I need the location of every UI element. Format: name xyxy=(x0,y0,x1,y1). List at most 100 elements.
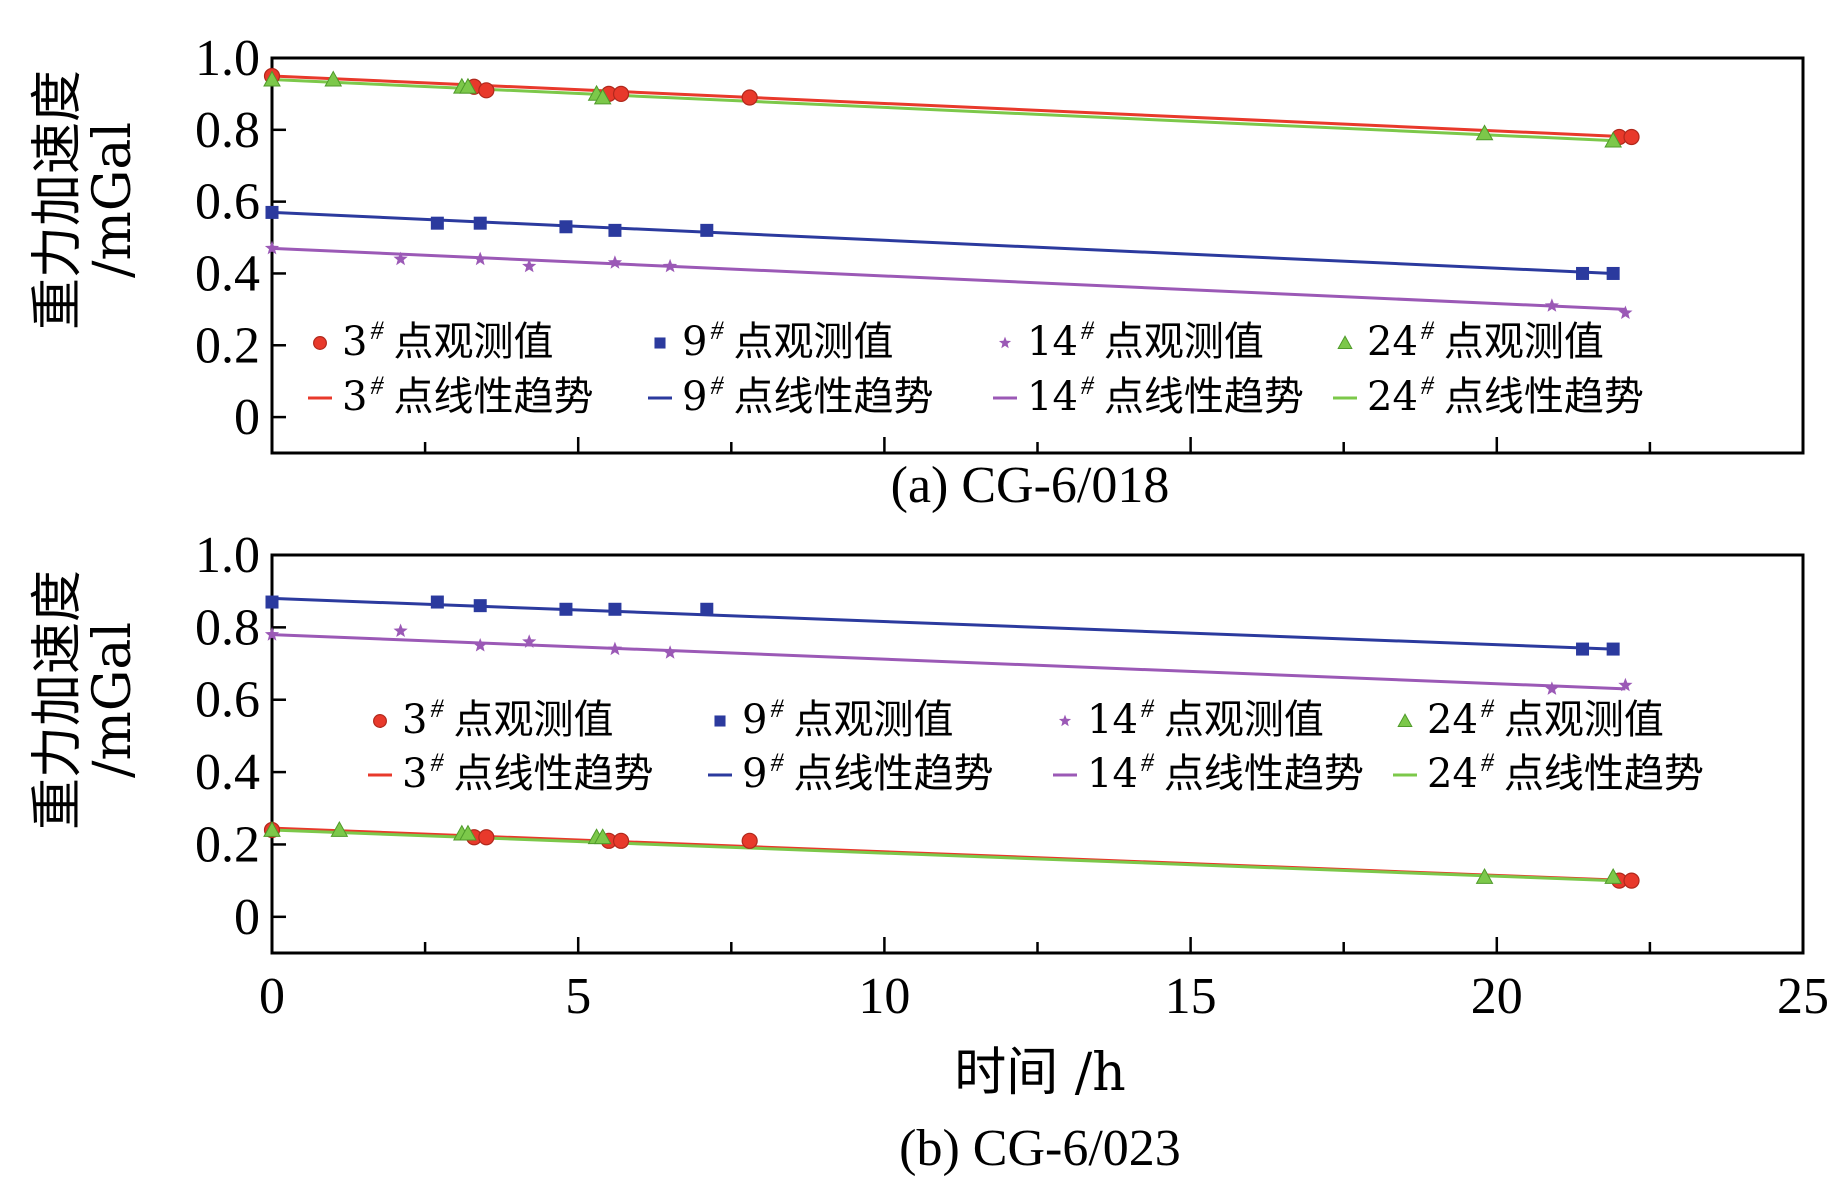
legend-label-a: 14 # 点观测值 xyxy=(1027,316,1264,365)
y-tick-label-a: 0.2 xyxy=(195,317,260,374)
legend-label-a: 3 # 点观测值 xyxy=(342,316,553,365)
data-point-a-3 xyxy=(324,70,343,87)
legend-label-b: 3 # 点观测值 xyxy=(402,694,613,743)
data-point-b-0 xyxy=(478,829,495,846)
data-point-b-2 xyxy=(522,634,537,648)
data-point-a-0 xyxy=(1623,128,1640,146)
plot-area-b: 0 0.2 0.4 0.6 0.8 1.0 0 5 10 15 20 25 3 # 点观测值 9 # 点观测值 14… xyxy=(195,527,1829,1025)
data-point-a-1 xyxy=(265,205,279,219)
y-tick-label-b: 1.0 xyxy=(195,527,260,584)
legend-label-a: 9 # 点观测值 xyxy=(682,316,893,365)
data-point-b-1 xyxy=(265,595,279,609)
x-tick-label-b: 10 xyxy=(858,968,910,1025)
data-point-a-1 xyxy=(430,216,444,230)
ylabel-a-line2: /mGal xyxy=(83,122,143,278)
legend-marker-a xyxy=(998,336,1012,349)
data-point-b-1 xyxy=(700,602,714,616)
caption-a: (a) CG-6/018 xyxy=(891,457,1170,514)
legend-label-b: 14 # 点观测值 xyxy=(1087,694,1324,743)
y-tick-label-a: 0 xyxy=(234,389,260,446)
data-point-a-2 xyxy=(1544,298,1559,312)
y-tick-label-b: 0.4 xyxy=(195,744,260,801)
data-point-a-2 xyxy=(473,251,488,266)
legend-label-a: 14 # 点线性趋势 xyxy=(1027,371,1304,420)
data-point-b-1 xyxy=(559,602,573,616)
data-point-a-0 xyxy=(478,82,495,99)
x-tick-label-b: 25 xyxy=(1777,968,1829,1025)
data-point-a-1 xyxy=(700,223,714,237)
data-point-a-1 xyxy=(473,216,487,230)
x-tick-label-b: 5 xyxy=(565,968,591,1025)
ylabel-b-line2: /mGal xyxy=(83,622,143,778)
legend-marker-b xyxy=(1397,713,1413,727)
data-point-b-2 xyxy=(393,623,408,637)
trend-line-a-7 xyxy=(271,78,1614,143)
data-point-b-3 xyxy=(1475,867,1494,884)
legend-label-a: 24 # 点观测值 xyxy=(1367,316,1604,365)
data-point-a-2 xyxy=(1618,305,1633,319)
legend-label-b: 9 # 点观测值 xyxy=(742,694,953,743)
data-point-b-0 xyxy=(612,832,630,849)
y-tick-label-b: 0.8 xyxy=(195,599,260,656)
trend-line-a-6 xyxy=(271,246,1626,311)
y-tick-label-a: 0.4 xyxy=(195,245,260,302)
data-point-a-2 xyxy=(393,251,408,266)
data-point-b-2 xyxy=(264,627,280,641)
legend-label-b: 3 # 点线性趋势 xyxy=(402,748,653,797)
data-point-b-3 xyxy=(459,824,477,841)
data-point-b-3 xyxy=(263,820,281,837)
data-point-a-2 xyxy=(607,255,623,269)
data-point-b-1 xyxy=(473,599,487,613)
data-point-a-1 xyxy=(559,220,573,234)
x-tick-label-b: 15 xyxy=(1165,968,1217,1025)
data-point-b-1 xyxy=(608,602,622,616)
legend-label-b: 24 # 点观测值 xyxy=(1427,694,1664,743)
trend-line-a-5 xyxy=(271,210,1614,275)
y-tick-label-b: 0.6 xyxy=(195,672,260,729)
xlabel-b: 时间 /h xyxy=(954,1043,1126,1103)
data-point-b-0 xyxy=(1623,872,1640,889)
legend-label-a: 24 # 点线性趋势 xyxy=(1367,371,1644,420)
data-point-a-3 xyxy=(1475,124,1494,141)
y-tick-label-a: 1.0 xyxy=(195,30,260,87)
data-point-a-1 xyxy=(1576,266,1590,280)
data-point-b-2 xyxy=(473,638,488,652)
data-point-a-3 xyxy=(263,70,281,87)
data-point-a-0 xyxy=(612,85,630,103)
legend-marker-b xyxy=(1058,714,1072,727)
data-point-a-3 xyxy=(1604,131,1623,148)
plot-area-a: 0 0.2 0.4 0.6 0.8 1.0 3 # 点观测值 9 # 点观测值 14 # 点观测值 24 # 点观… xyxy=(195,30,1805,455)
legend-marker-b xyxy=(714,715,726,727)
data-point-b-1 xyxy=(1576,642,1590,656)
data-point-b-1 xyxy=(1606,642,1620,656)
data-point-a-3 xyxy=(593,88,612,105)
data-point-a-2 xyxy=(662,258,678,273)
legend-label-b: 14 # 点线性趋势 xyxy=(1087,748,1364,797)
y-tick-label-b: 0.2 xyxy=(195,816,260,873)
data-point-a-1 xyxy=(1606,266,1620,280)
trend-line-a-4 xyxy=(271,74,1632,139)
panel-b: 0 0.2 0.4 0.6 0.8 1.0 0 5 10 15 20 25 3 # 点观测值 9 # 点观测值 14… xyxy=(28,527,1829,1177)
trend-line-b-7 xyxy=(271,828,1614,883)
legend-label-a: 9 # 点线性趋势 xyxy=(682,371,933,420)
legend-label-a: 3 # 点线性趋势 xyxy=(342,371,593,420)
data-point-b-2 xyxy=(607,641,623,656)
caption-b: (b) CG-6/023 xyxy=(899,1120,1181,1177)
data-point-b-2 xyxy=(662,645,678,659)
data-point-a-2 xyxy=(264,240,280,255)
data-point-b-0 xyxy=(741,832,758,849)
y-tick-label-a: 0.6 xyxy=(195,174,260,231)
legend-marker-a xyxy=(1337,335,1353,349)
panel-a: 0 0.2 0.4 0.6 0.8 1.0 3 # 点观测值 9 # 点观测值 14 # 点观测值 24 # 点观… xyxy=(28,30,1805,514)
data-point-a-3 xyxy=(459,77,477,94)
data-point-b-3 xyxy=(593,828,612,845)
data-point-b-3 xyxy=(330,820,349,837)
legend-marker-b xyxy=(373,714,387,728)
x-tick-label-b: 20 xyxy=(1471,968,1523,1025)
legend-marker-a xyxy=(313,336,327,350)
data-point-b-2 xyxy=(1544,681,1559,695)
legend-label-b: 9 # 点线性趋势 xyxy=(742,748,993,797)
data-point-a-1 xyxy=(608,223,622,237)
trend-line-b-6 xyxy=(271,633,1626,691)
